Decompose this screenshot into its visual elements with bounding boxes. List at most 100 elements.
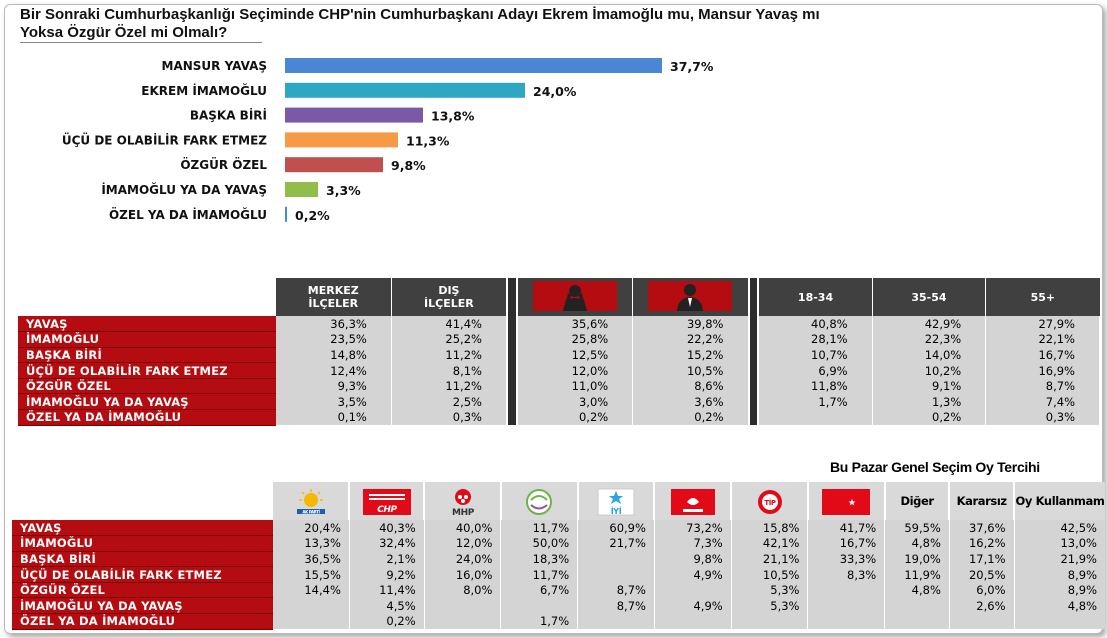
t2-cell [577,613,655,630]
bar-value-label: 37,7% [670,59,714,74]
bar-category-label: İMAMOĞLU YA DA YAVAŞ [101,182,267,197]
t1-cell: 0,1% [275,409,392,426]
t1-separator-cell [505,378,518,394]
t1-header-dis-line1: DIŞ [438,284,460,297]
table1-corner [18,278,276,316]
chp-logo-icon: CHP [362,489,411,515]
t1-cell: 7,4% [985,393,1100,410]
t1-cell: 0,2% [632,409,749,426]
t1-cell: 8,6% [632,378,749,394]
t1-cell: 42,9% [872,316,987,332]
t1-cell: 10,7% [758,347,873,363]
iyi-logo-icon: İYİ [597,488,635,516]
t2-cell: 11,7% [500,566,579,583]
t2-cell [884,613,950,630]
table-row: ÖZEL YA DA İMAMOĞLU 0,2% 1,7% [12,613,1105,630]
t2-cell: 59,5% [884,520,950,536]
t2-row-label: YAVAŞ [12,520,273,537]
t1-cell: 9,3% [275,378,392,394]
t2-cell [807,597,886,614]
t1-cell: 12,0% [516,362,634,379]
t1-cell [758,409,873,426]
t1-cell: 14,0% [872,347,987,363]
t2-row-label: ÜÇÜ DE OLABİLİR FARK ETMEZ [12,566,273,583]
bar [285,157,383,173]
t1-cell: 22,2% [632,331,749,348]
t2-cell: 73,2% [654,520,732,536]
t2-cell: 33,3% [807,551,886,567]
bar-value-label: 11,3% [406,133,450,148]
t1-cell: 8,7% [985,378,1100,394]
t2-cell: 18,3% [500,551,579,567]
t2-header-oy-kullanmam: Oy Kullanmam [1014,482,1105,520]
t2-cell: 17,1% [949,551,1015,567]
svg-text:CHP: CHP [377,505,397,515]
bar [285,107,423,123]
table-row: YAVAŞ 36,3% 41,4% 35,6% 39,8% 40,8% 42,9% 27,9% [18,316,1100,333]
table-row: İMAMOĞLU 13,3% 32,4% 12,0% 50,0% 21,7% 7,3% 42,… [12,535,1105,552]
t1-separator-cell [747,331,760,348]
t1-separator-2 [747,278,760,316]
t2-cell: 13,0% [1014,535,1105,552]
svg-text:AK PARTİ: AK PARTİ [302,509,320,514]
dem-logo-icon [526,489,553,515]
t2-cell: 4,8% [884,535,950,552]
t1-header-18-34: 18-34 [758,278,873,316]
tip-logo-icon: TİP [757,490,782,514]
t1-header-55plus: 55+ [985,278,1100,316]
t1-header-35-54: 35-54 [872,278,987,316]
t1-cell: 16,7% [985,347,1100,363]
t1-cell: 27,9% [985,316,1100,332]
t2-cell: 12,0% [424,535,502,552]
bar-category-label: ÜÇÜ DE OLABİLİR FARK ETMEZ [62,132,267,147]
mhp-logo-icon: MHP [452,489,475,516]
party-vote-table: AK PARTİ CHP MHP [12,482,1105,630]
akp-logo-icon: AK PARTİ [296,489,325,514]
t1-separator-cell [505,331,518,348]
t1-separator-cell [747,409,760,426]
man-icon [648,280,733,311]
t2-header-chp: CHP [349,482,426,520]
bar-value-label: 0,2% [295,208,330,223]
t2-cell: 0,2% [349,613,425,630]
t1-cell: 22,3% [872,331,987,348]
t2-cell [424,613,502,630]
zafer-logo-icon [670,489,715,515]
t1-header-woman [516,278,634,316]
t1-separator-cell [505,316,518,332]
t1-cell: 11,8% [758,378,873,394]
t2-cell: 13,3% [272,535,350,552]
t1-cell: 3,0% [516,393,634,410]
table-row: BAŞKA BİRİ 14,8% 11,2% 12,5% 15,2% 10,7% 14,0%… [18,347,1100,364]
t1-separator-cell [747,378,760,394]
t2-cell: 6,0% [949,582,1015,598]
t1-cell: 8,1% [391,362,508,379]
bar-category-label: ÖZEL YA DA İMAMOĞLU [109,207,267,222]
t2-cell: 11,9% [884,566,950,583]
t1-separator [505,278,518,316]
t1-cell: 0,2% [516,409,634,426]
t1-cell: 39,8% [632,316,749,332]
t1-header-dis: DIŞ İLÇELER [391,278,508,316]
t2-cell [272,597,350,614]
bar-value-label: 13,8% [431,109,475,124]
t2-header-dem [500,482,579,520]
t2-cell: 7,3% [654,535,732,552]
t1-row-label: ÖZEL YA DA İMAMOĞLU [18,409,276,426]
t1-cell: 0,3% [985,409,1100,426]
title-line-2: Yoksa Özgür Özel mi Olmalı? [20,24,262,43]
t2-cell: 42,5% [1014,520,1105,536]
t1-row-label: ÖZGÜR ÖZEL [18,378,276,395]
table-row: BAŞKA BİRİ 36,5% 2,1% 24,0% 18,3% 9,8% 21,1% 33… [12,551,1105,568]
t1-cell: 6,9% [758,362,873,379]
t1-cell: 0,2% [872,409,987,426]
t2-header-zafer [654,482,733,520]
bar-category-label: EKREM İMAMOĞLU [141,83,267,98]
t2-cell [272,613,350,630]
t2-header-mhp: MHP [424,482,502,520]
t1-cell: 10,5% [632,362,749,379]
t2-cell: 21,9% [1014,551,1105,567]
t2-header-kararsiz: Kararsız [949,482,1016,520]
t1-cell: 1,3% [872,393,987,410]
table2-header-row: AK PARTİ CHP MHP [12,482,1105,520]
